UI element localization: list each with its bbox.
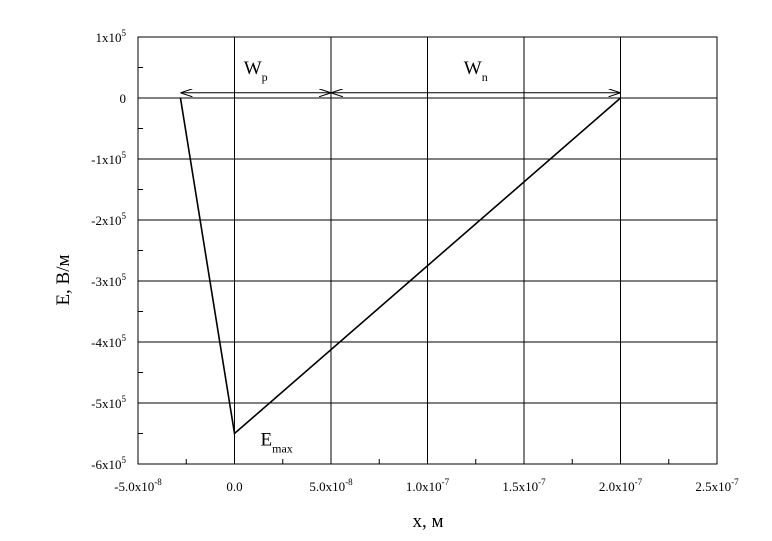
y-tick-label-4: -3x105 [91,272,126,289]
x-tick-label-6: 2.5x10-7 [695,477,739,494]
x-tick-label-3: 1.0x10-7 [406,477,450,494]
label-wp: Wp [244,58,268,84]
annotation-layer: Wp Wn Emax [180,58,621,456]
grid [137,36,718,465]
y-tick-label-0: 1x105 [96,28,127,45]
y-tick-label-1: 0 [120,91,127,106]
y-tick-label-2: -1x105 [91,150,126,167]
x-tick-label-2: 5.0x10-8 [309,477,353,494]
minor-ticks [138,67,670,464]
x-axis-label: x, м [412,511,443,532]
series-line-0 [179,97,622,436]
y-tick-label-6: -5x105 [91,394,126,411]
x-tick-label-5: 2.0x10-7 [599,477,643,494]
y-axis-label: E, В/м [53,254,74,305]
x-tick-label-0: -5.0x10-8 [114,477,162,494]
y-tick-label-7: -6x105 [91,455,126,472]
y-tick-label-3: -2x105 [91,211,126,228]
y-tick-label-5: -4x105 [91,333,126,350]
label-emax: Emax [261,430,293,456]
x-tick-labels: -5.0x10-8 0.0 5.0x10-8 1.0x10-7 1.5x10-7 2.0x… [114,477,739,494]
y-tick-labels: 1x105 0 -1x105 -2x105 -3x105 -4x105 -5x105 -6x1… [91,28,126,472]
label-wn: Wn [464,58,488,84]
series-layer [179,97,622,436]
x-tick-label-4: 1.5x10-7 [502,477,546,494]
x-tick-label-1: 0.0 [226,479,242,494]
